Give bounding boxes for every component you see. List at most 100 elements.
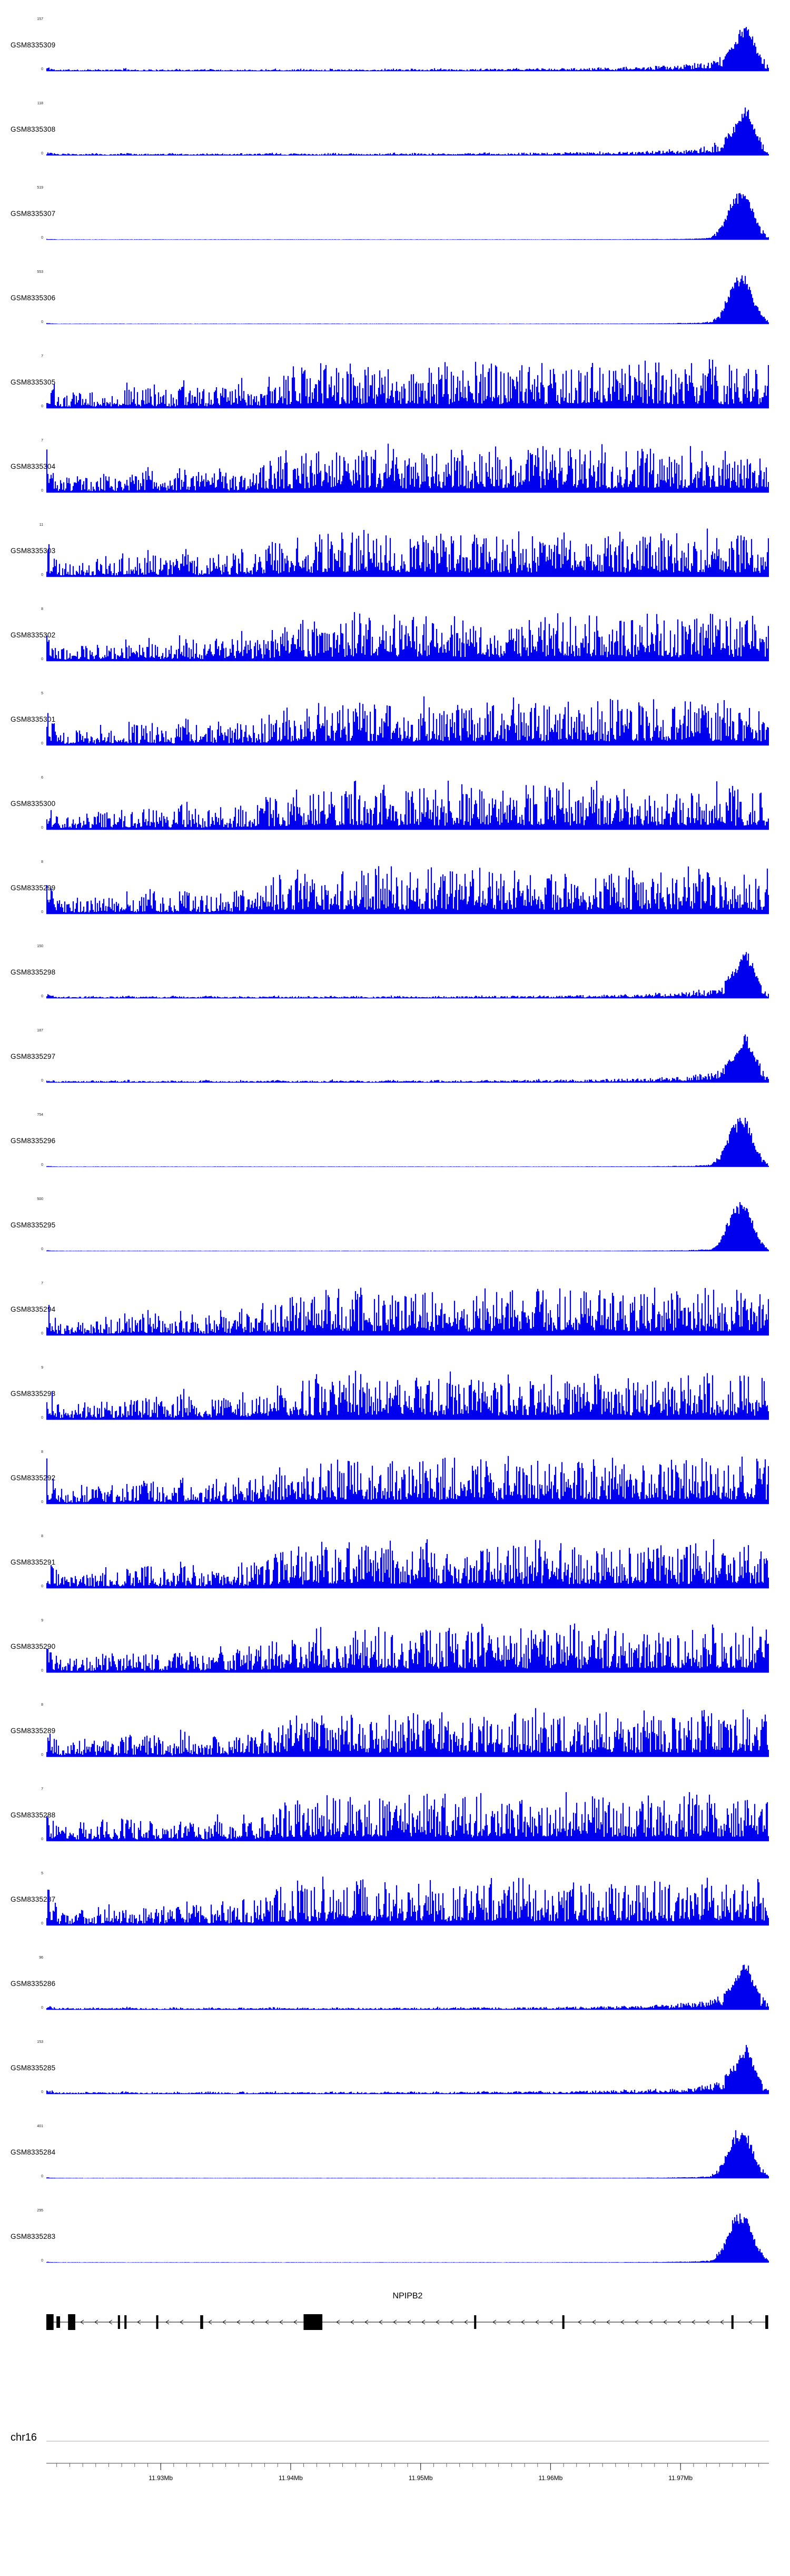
track-ymin-label: 0 [41, 2090, 43, 2094]
track-sample-label: GSM8335307 [11, 210, 56, 218]
coverage-plot [46, 107, 769, 156]
track-row: GSM8335301 5 0 [0, 686, 790, 770]
track-ymax-label: 11 [39, 523, 43, 527]
track-sample-label: GSM8335308 [11, 125, 56, 133]
track-ymin-label: 0 [41, 573, 43, 577]
track-ymin-label: 0 [41, 1247, 43, 1251]
track-row: GSM8335288 7 0 [0, 1782, 790, 1866]
track-ymax-label: 500 [37, 1197, 43, 1201]
track-ymax-label: 9 [41, 1366, 43, 1370]
coverage-plot [46, 27, 769, 72]
track-ymin-label: 0 [41, 1500, 43, 1504]
track-sample-label: GSM8335306 [11, 294, 56, 302]
track-sample-label: GSM8335288 [11, 1811, 56, 1819]
track-sample-label: GSM8335301 [11, 715, 56, 723]
track-sample-label: GSM8335297 [11, 1053, 56, 1060]
track-row: GSM8335285 153 0 [0, 2034, 790, 2119]
track-sample-label: GSM8335299 [11, 884, 56, 892]
track-row: GSM8335294 7 0 [0, 1276, 790, 1360]
coverage-plot [46, 1792, 769, 1842]
coverage-plot [46, 1624, 769, 1673]
coverage-plot [46, 359, 769, 409]
track-sample-label: GSM8335286 [11, 1980, 56, 1988]
track-ymin-label: 0 [41, 152, 43, 155]
svg-text:11.97Mb: 11.97Mb [668, 2474, 693, 2482]
coverage-plot [46, 2214, 769, 2263]
track-row: GSM8335293 9 0 [0, 1360, 790, 1444]
coverage-plot [46, 275, 769, 325]
track-sample-label: GSM8335287 [11, 1895, 56, 1903]
track-ymax-label: 7 [41, 1282, 43, 1285]
coverage-plot [46, 1287, 769, 1336]
track-sample-label: GSM8335305 [11, 378, 56, 386]
chromosome-label: chr16 [11, 2432, 37, 2443]
track-row: GSM8335283 295 0 [0, 2203, 790, 2287]
track-ymax-label: 754 [37, 1113, 43, 1117]
track-row: GSM8335305 7 0 [0, 349, 790, 433]
track-ymin-label: 0 [41, 1163, 43, 1167]
gene-name-label: NPIPB2 [392, 2292, 423, 2300]
track-row: GSM8335308 118 0 [0, 96, 790, 180]
track-sample-label: GSM8335291 [11, 1558, 56, 1566]
track-ymin-label: 0 [41, 2175, 43, 2178]
track-ymin-label: 0 [41, 2259, 43, 2263]
track-row: GSM8335290 9 0 [0, 1613, 790, 1697]
track-row: GSM8335300 6 0 [0, 770, 790, 854]
track-ymin-label: 0 [41, 1332, 43, 1335]
svg-text:11.94Mb: 11.94Mb [279, 2474, 303, 2482]
track-ymax-label: 8 [41, 1535, 43, 1538]
track-ymin-label: 0 [41, 910, 43, 914]
svg-text:11.96Mb: 11.96Mb [538, 2474, 562, 2482]
track-ymin-label: 0 [41, 1585, 43, 1588]
track-ymax-label: 295 [37, 2209, 43, 2213]
coverage-plot [46, 1118, 769, 1167]
track-sample-label: GSM8335284 [11, 2148, 56, 2156]
track-ymin-label: 0 [41, 1416, 43, 1420]
track-ymax-label: 8 [41, 1703, 43, 1707]
track-ymin-label: 0 [41, 1079, 43, 1083]
track-row: GSM8335307 519 0 [0, 180, 790, 264]
coverage-plot [46, 952, 769, 999]
track-ymax-label: 6 [41, 776, 43, 780]
track-row: GSM8335284 401 0 [0, 2119, 790, 2203]
track-ymin-label: 0 [41, 995, 43, 998]
track-sample-label: GSM8335292 [11, 1474, 56, 1482]
track-sample-label: GSM8335298 [11, 968, 56, 976]
coverage-plot [46, 2130, 769, 2179]
track-row: GSM8335304 7 0 [0, 433, 790, 517]
track-ymin-label: 0 [41, 489, 43, 493]
track-row: GSM8335299 8 0 [0, 854, 790, 939]
track-ymin-label: 0 [41, 2006, 43, 2010]
coverage-plot [46, 1456, 769, 1505]
track-ymin-label: 0 [41, 1753, 43, 1757]
track-ymax-label: 7 [41, 1787, 43, 1791]
track-sample-label: GSM8335295 [11, 1221, 56, 1229]
coverage-tracks: GSM8335309 157 0 GSM8335308 118 0 GSM833… [0, 12, 790, 2287]
svg-text:11.95Mb: 11.95Mb [409, 2474, 433, 2482]
track-ymin-label: 0 [41, 405, 43, 408]
track-ymin-label: 0 [41, 1837, 43, 1841]
track-sample-label: GSM8335302 [11, 631, 56, 639]
coverage-plot [46, 193, 769, 240]
track-row: GSM8335295 500 0 [0, 1192, 790, 1276]
track-ymax-label: 5 [41, 1872, 43, 1875]
track-row: GSM8335309 157 0 [0, 12, 790, 96]
coverage-plot [46, 528, 769, 577]
track-row: GSM8335306 553 0 [0, 264, 790, 349]
track-row: GSM8335291 8 0 [0, 1529, 790, 1613]
gene-track: NPIPB2 [0, 2292, 790, 2360]
coverage-plot [46, 1876, 769, 1926]
track-ymin-label: 0 [41, 236, 43, 240]
track-row: GSM8335302 8 0 [0, 602, 790, 686]
coverage-plot [46, 1202, 769, 1252]
track-sample-label: GSM8335304 [11, 463, 56, 470]
coverage-plot [46, 1964, 769, 2010]
track-row: GSM8335292 8 0 [0, 1444, 790, 1529]
track-ymin-label: 0 [41, 657, 43, 661]
track-ymax-label: 118 [37, 102, 43, 105]
track-sample-label: GSM8335289 [11, 1727, 56, 1735]
track-ymax-label: 519 [37, 186, 43, 190]
track-ymax-label: 157 [37, 17, 43, 21]
genome-axis: chr16 11.93Mb 11.94Mb 11.95Mb 11.96Mb 11.97M… [0, 2423, 790, 2518]
